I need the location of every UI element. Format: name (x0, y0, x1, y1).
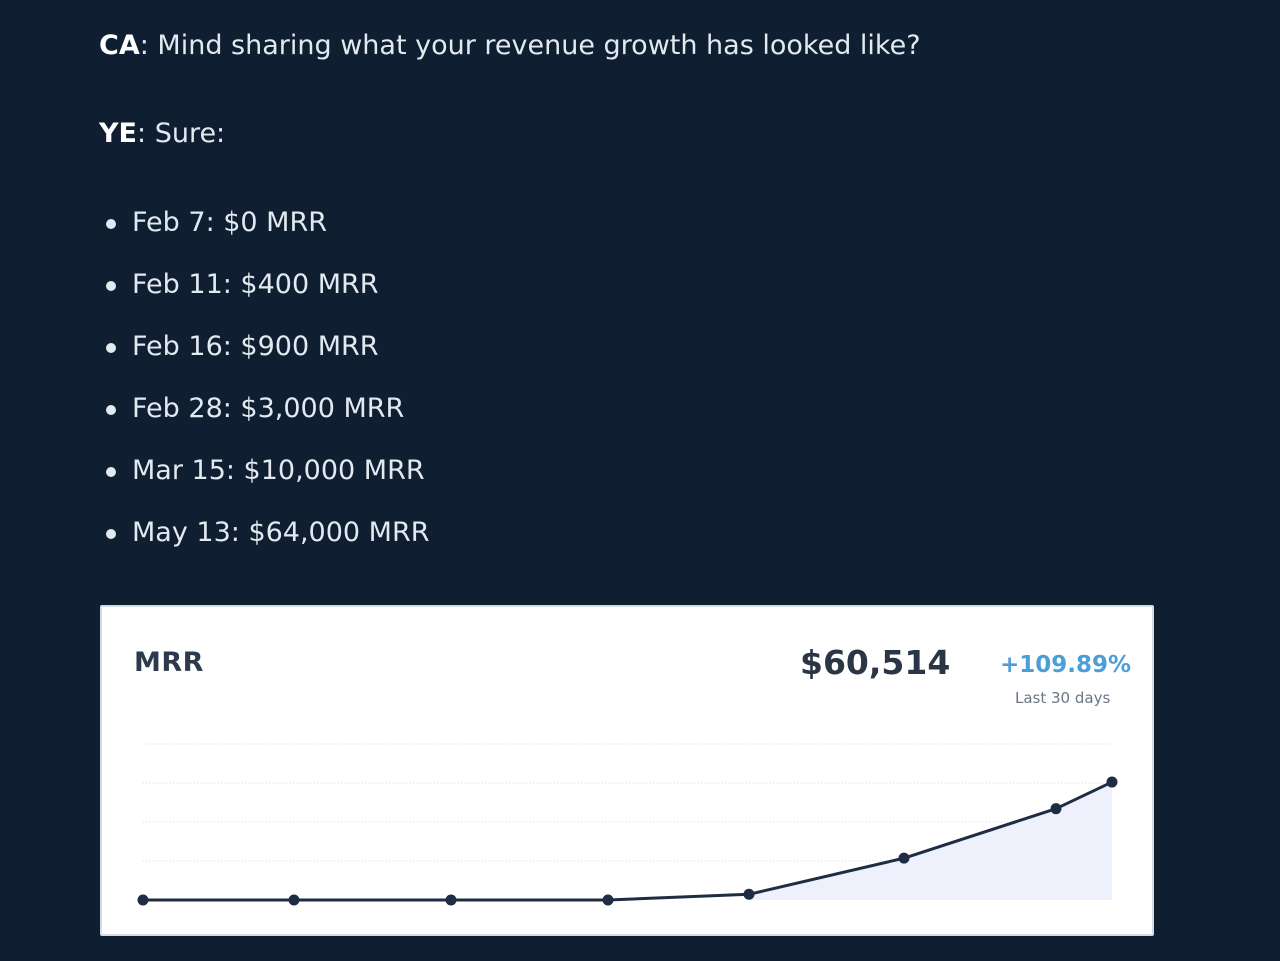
bullet-icon (106, 467, 116, 477)
area-fill (749, 782, 1112, 900)
list-item: May 13: $64,000 MRR (99, 512, 430, 574)
list-item: Feb 28: $3,000 MRR (99, 388, 430, 450)
answer-line: YE: Sure: (99, 114, 1179, 154)
data-point (137, 894, 149, 906)
question-line: CA: Mind sharing what your revenue growt… (99, 26, 1179, 66)
list-item: Feb 11: $400 MRR (99, 264, 430, 326)
milestone-text: Feb 16: $900 MRR (132, 331, 379, 362)
bullet-icon (106, 219, 116, 229)
milestone-text: Feb 11: $400 MRR (132, 269, 379, 300)
data-point (445, 894, 457, 906)
answer-separator: : (137, 118, 147, 149)
bullet-icon (106, 405, 116, 415)
period-label: Last 30 days (1015, 689, 1111, 707)
question-text: Mind sharing what your revenue growth ha… (148, 30, 921, 61)
data-point (288, 894, 300, 906)
bullet-icon (106, 529, 116, 539)
list-item: Feb 16: $900 MRR (99, 326, 430, 388)
mrr-line-chart (137, 743, 1118, 906)
speaker-ca: CA (99, 30, 140, 61)
bullet-icon (106, 281, 116, 291)
data-point (898, 852, 910, 864)
mrr-change-percent: +109.89% (1000, 652, 1132, 678)
question-separator: : (139, 30, 149, 61)
milestone-list: Feb 7: $0 MRR Feb 11: $400 MRR Feb 16: $… (99, 202, 430, 574)
transcript: CA: Mind sharing what your revenue growt… (99, 26, 1179, 154)
data-point (1050, 803, 1062, 815)
milestone-text: Mar 15: $10,000 MRR (132, 455, 425, 486)
card-title: MRR (134, 647, 204, 678)
data-point (1106, 776, 1118, 788)
milestone-text: May 13: $64,000 MRR (132, 517, 430, 548)
milestone-text: Feb 7: $0 MRR (132, 207, 327, 238)
speaker-ye: YE (99, 118, 137, 149)
milestone-text: Feb 28: $3,000 MRR (132, 393, 405, 424)
mrr-value: $60,514 (800, 643, 951, 682)
bullet-icon (106, 343, 116, 353)
list-item: Mar 15: $10,000 MRR (99, 450, 430, 512)
mrr-card: MRR $60,514 +109.89% Last 30 days (100, 605, 1154, 936)
list-item: Feb 7: $0 MRR (99, 202, 430, 264)
data-point (602, 894, 614, 906)
answer-text: Sure: (146, 118, 226, 149)
series-line (143, 780, 1113, 902)
data-point (743, 888, 755, 900)
